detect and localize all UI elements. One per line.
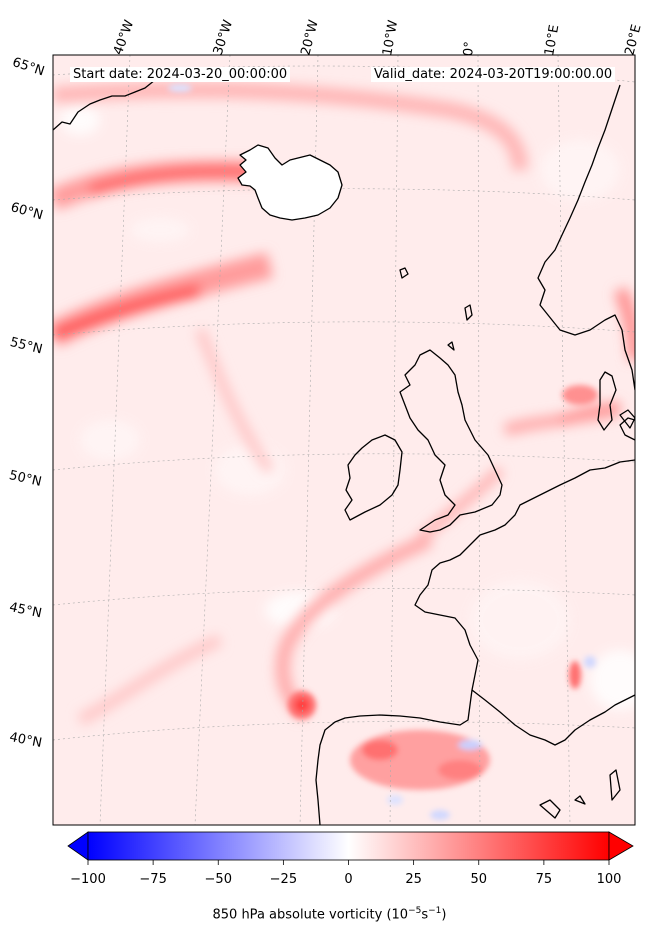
colorbar-tick-label: −75 bbox=[139, 872, 167, 887]
colorbar-tick-label: −100 bbox=[70, 872, 106, 887]
coastlines bbox=[53, 69, 635, 825]
valid-date-label: Valid_date: 2024-03-20T19:00:00.00 bbox=[371, 67, 616, 82]
start-date-label: Start date: 2024-03-20_00:00:00 bbox=[70, 67, 291, 82]
colorbar-tick-label: −25 bbox=[269, 872, 298, 887]
colorbar-tick-label: 100 bbox=[596, 872, 622, 887]
vorticity-field bbox=[53, 55, 635, 825]
map-frame bbox=[52, 54, 636, 826]
colorbar-tick-label: 25 bbox=[405, 872, 422, 887]
colorbar-tick-label: −50 bbox=[204, 872, 232, 887]
colorbar-tick-label: 75 bbox=[535, 872, 553, 887]
colorbar bbox=[67, 831, 634, 865]
colorbar-tick-label: 0 bbox=[344, 872, 353, 887]
colorbar-tick-label: 50 bbox=[470, 872, 488, 887]
colorbar-label: 850 hPa absolute vorticity (10−5s−1) bbox=[212, 906, 447, 923]
lon-label-0: 0° bbox=[461, 40, 478, 57]
